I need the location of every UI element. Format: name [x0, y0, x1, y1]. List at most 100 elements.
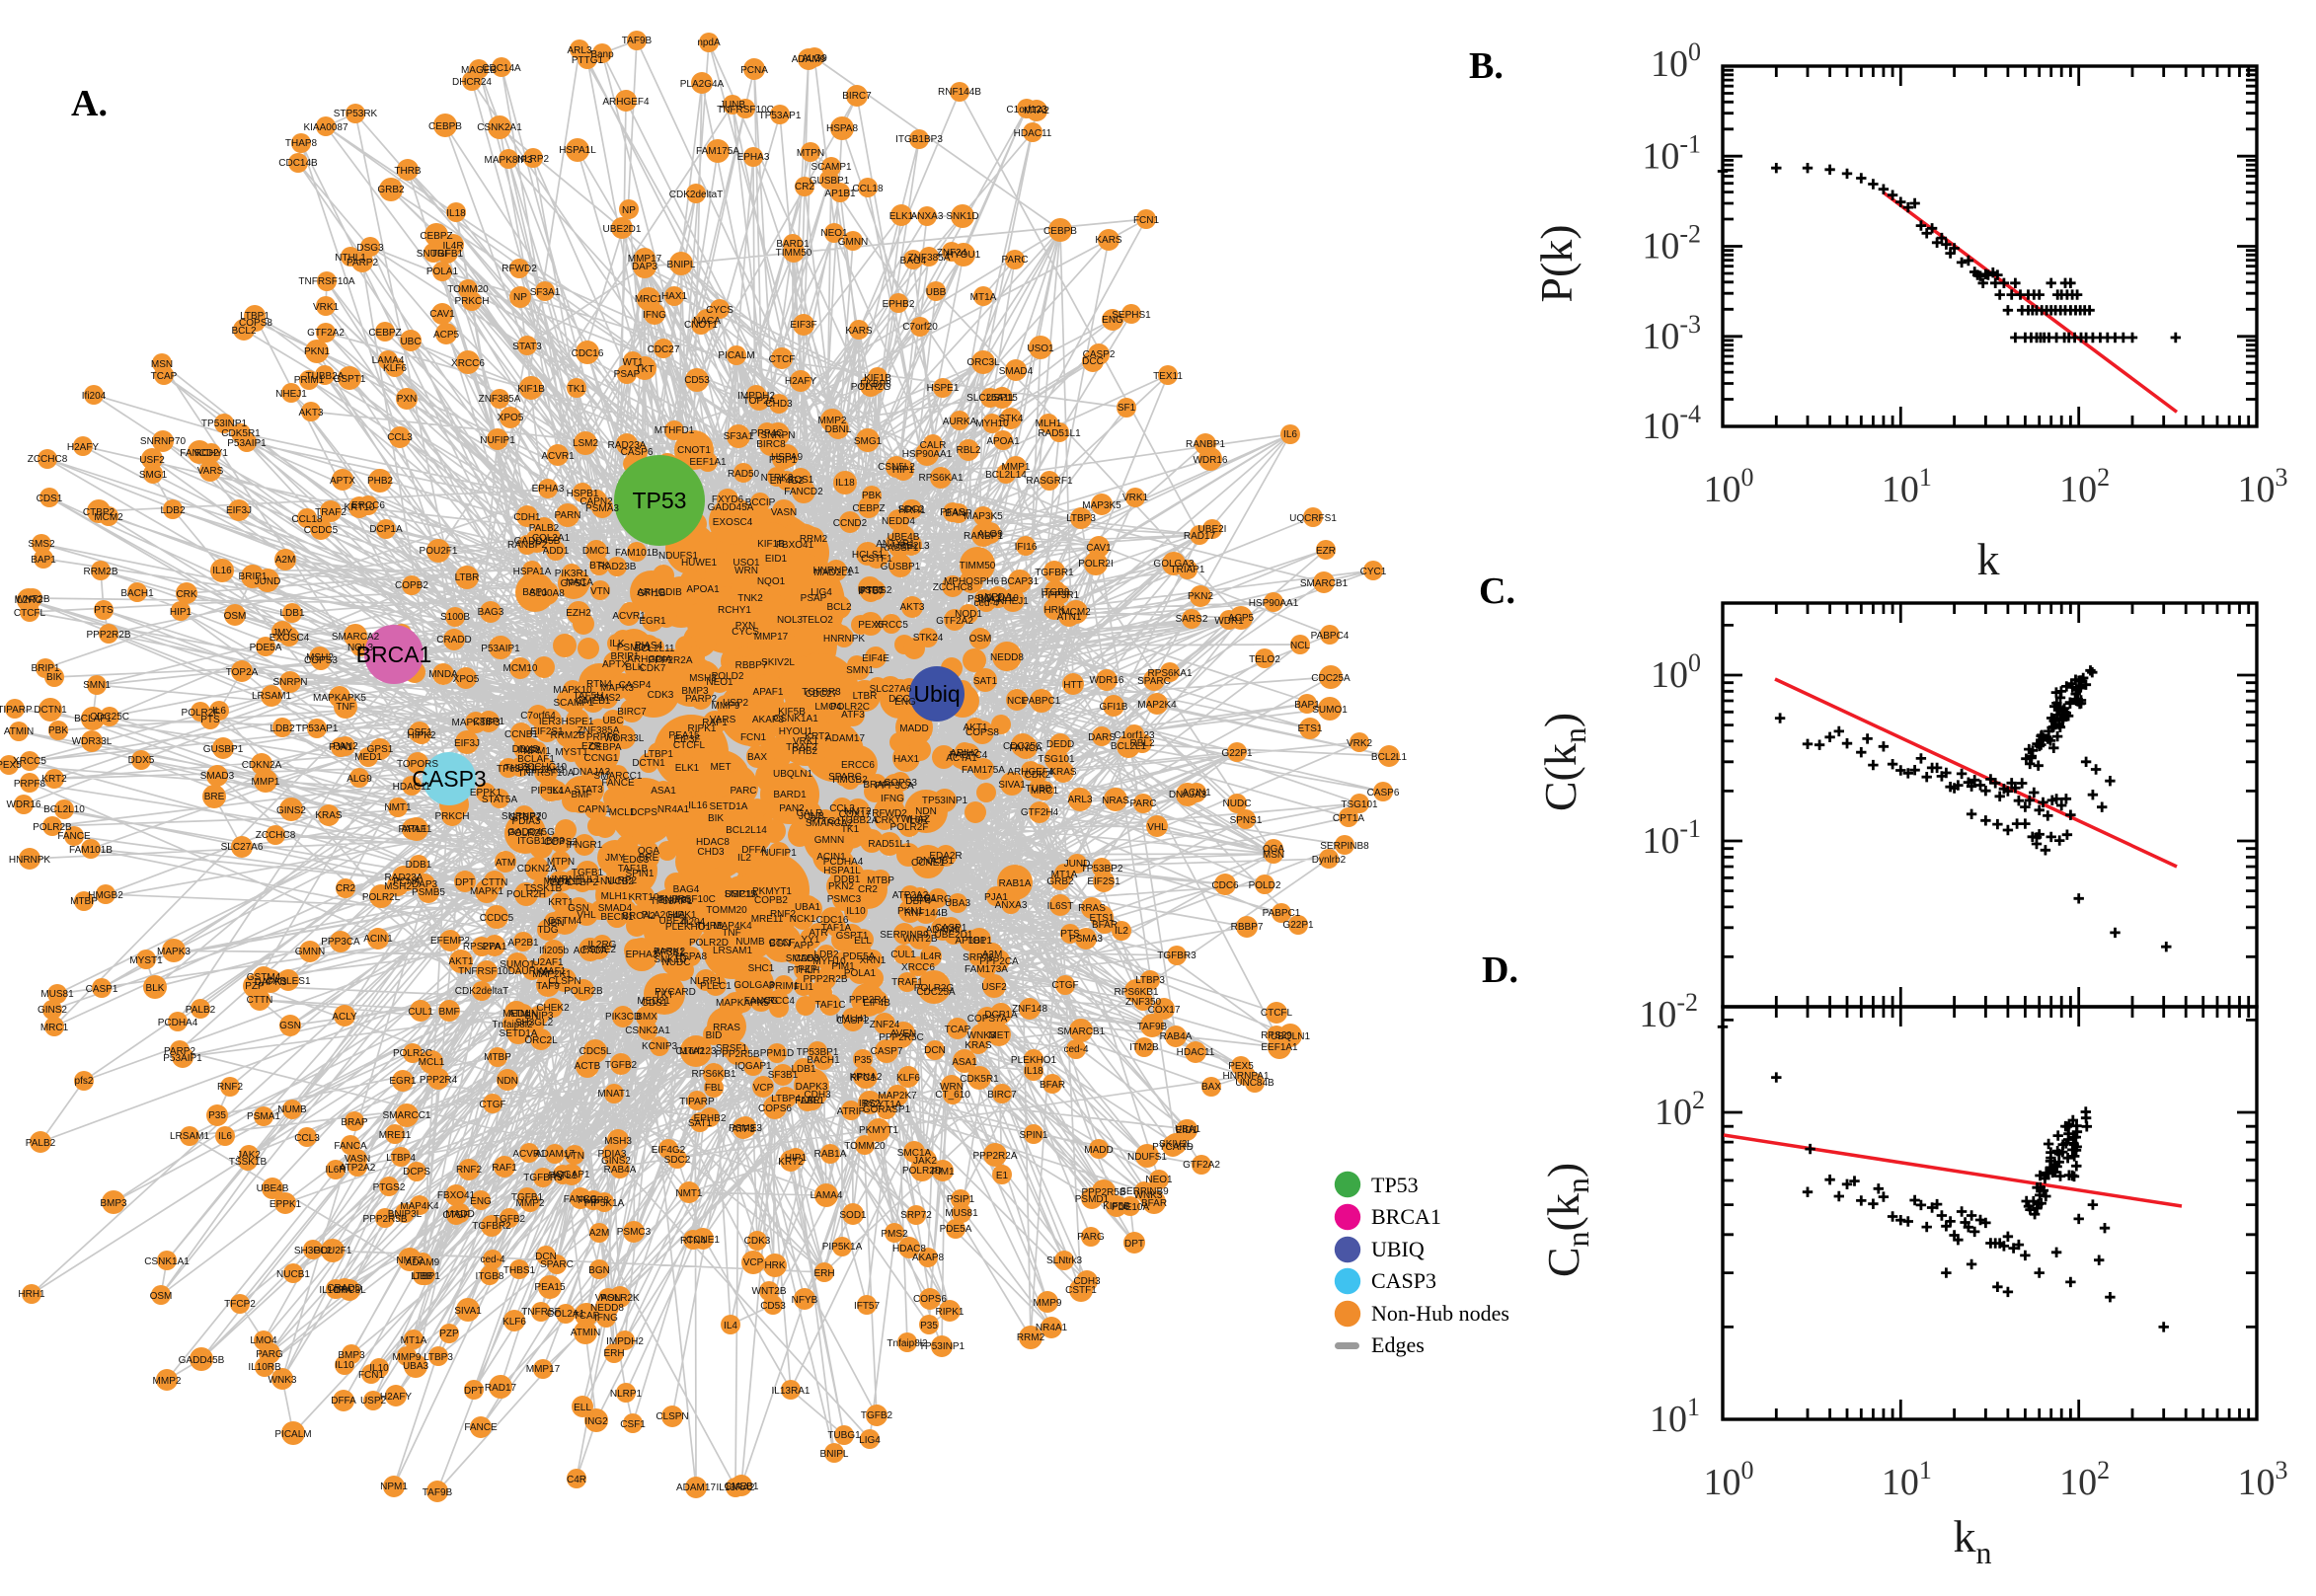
- svg-text:LTBP3: LTBP3: [424, 1352, 453, 1363]
- svg-text:ACIN1: ACIN1: [363, 934, 393, 945]
- svg-text:WDR16: WDR16: [1193, 455, 1227, 466]
- svg-text:FAM101B: FAM101B: [69, 845, 113, 856]
- svg-text:RAD51L1: RAD51L1: [1038, 428, 1081, 439]
- svg-text:PZP: PZP: [245, 981, 265, 992]
- svg-text:MTHFD1: MTHFD1: [655, 425, 695, 436]
- svg-text:PICALM: PICALM: [718, 350, 754, 361]
- svg-text:SMN1: SMN1: [846, 665, 874, 676]
- svg-text:PXN: PXN: [397, 394, 418, 405]
- svg-text:TP53AP1: TP53AP1: [296, 723, 339, 734]
- svg-text:MYST1: MYST1: [555, 747, 588, 758]
- svg-text:FANCA: FANCA: [334, 1141, 367, 1152]
- svg-text:TP53INP1: TP53INP1: [922, 796, 968, 806]
- svg-text:BMF: BMF: [438, 1007, 459, 1018]
- svg-text:TIPARP: TIPARP: [679, 1097, 715, 1107]
- svg-text:PKN2: PKN2: [1188, 591, 1214, 602]
- svg-text:CR2: CR2: [795, 182, 814, 192]
- svg-text:SETD1A: SETD1A: [500, 1028, 538, 1039]
- svg-text:VASN: VASN: [595, 1293, 622, 1304]
- svg-text:IL16: IL16: [212, 566, 232, 576]
- svg-text:TFCP2: TFCP2: [224, 1299, 256, 1310]
- svg-text:EZH2: EZH2: [566, 608, 591, 619]
- svg-text:PTGS2: PTGS2: [373, 1182, 406, 1193]
- svg-text:CASP3: CASP3: [412, 766, 486, 792]
- svg-text:SF1: SF1: [1118, 403, 1136, 414]
- svg-text:NEO1: NEO1: [1145, 1175, 1173, 1185]
- svg-text:NMT1: NMT1: [384, 802, 412, 813]
- svg-text:PARG: PARG: [256, 1349, 283, 1360]
- svg-text:PALB2: PALB2: [186, 1005, 216, 1016]
- svg-text:SMARCB1: SMARCB1: [1057, 1026, 1106, 1037]
- svg-text:USF2: USF2: [139, 455, 165, 466]
- svg-text:PABPC4: PABPC4: [1311, 631, 1350, 642]
- svg-text:TRIAP1: TRIAP1: [1170, 565, 1204, 575]
- svg-text:APTX: APTX: [330, 476, 355, 487]
- svg-text:CDK3: CDK3: [744, 1236, 771, 1247]
- svg-text:CDS1: CDS1: [37, 494, 63, 504]
- svg-text:SOD1: SOD1: [839, 1210, 867, 1221]
- svg-text:COPB2: COPB2: [395, 580, 428, 591]
- svg-text:MED21: MED21: [637, 996, 670, 1007]
- svg-text:PPP3CA: PPP3CA: [321, 937, 360, 948]
- svg-text:MUS81: MUS81: [40, 989, 74, 1000]
- svg-text:RBL2: RBL2: [1129, 738, 1154, 749]
- svg-text:LDB1: LDB1: [279, 608, 304, 619]
- svg-text:CASP6: CASP6: [1367, 788, 1400, 798]
- svg-text:CASP1: CASP1: [86, 984, 118, 995]
- svg-text:CDH3: CDH3: [1073, 1276, 1101, 1287]
- svg-text:WNT2B: WNT2B: [752, 1286, 787, 1297]
- svg-text:CASP7: CASP7: [871, 1046, 903, 1057]
- svg-text:RANBP1: RANBP1: [964, 531, 1003, 542]
- svg-text:STK24: STK24: [913, 633, 944, 644]
- svg-text:PZP: PZP: [439, 1329, 459, 1339]
- svg-text:XRCC5: XRCC5: [875, 620, 908, 631]
- svg-text:EIF3J: EIF3J: [226, 505, 252, 516]
- svg-text:SLC27A6: SLC27A6: [221, 842, 264, 853]
- svg-text:CDH1: CDH1: [513, 512, 541, 523]
- svg-text:NUCB1: NUCB1: [276, 1269, 310, 1280]
- svg-text:HUWE1: HUWE1: [681, 558, 718, 569]
- svg-text:CASP4: CASP4: [619, 680, 652, 691]
- svg-text:PEX5: PEX5: [0, 760, 22, 771]
- svg-text:MTBP: MTBP: [867, 875, 894, 886]
- svg-text:SMARCB1: SMARCB1: [1300, 578, 1349, 589]
- svg-text:SLC25A11: SLC25A11: [966, 393, 1014, 404]
- svg-text:WNK3: WNK3: [269, 1375, 297, 1386]
- svg-text:BGN: BGN: [588, 1265, 610, 1276]
- svg-text:DDB1: DDB1: [406, 860, 432, 871]
- svg-text:EZR: EZR: [1316, 546, 1336, 557]
- svg-text:LRSAM1: LRSAM1: [170, 1131, 209, 1142]
- svg-text:NP: NP: [513, 292, 527, 303]
- svg-text:PCDHA4: PCDHA4: [158, 1018, 198, 1028]
- svg-text:TUBB2A: TUBB2A: [840, 815, 879, 826]
- svg-text:PICALM: PICALM: [274, 1429, 311, 1440]
- svg-text:DCPS: DCPS: [403, 1167, 430, 1178]
- svg-text:U2AF1: U2AF1: [532, 957, 564, 968]
- svg-text:SRP72: SRP72: [900, 1210, 932, 1221]
- svg-text:hMLH1: hMLH1: [836, 1014, 869, 1025]
- svg-text:CCDC5: CCDC5: [304, 525, 339, 536]
- svg-text:CEBPZ: CEBPZ: [368, 328, 401, 339]
- svg-text:PPP2CA: PPP2CA: [979, 956, 1019, 967]
- svg-text:ZNF385A: ZNF385A: [908, 253, 951, 264]
- svg-text:BIRC8: BIRC8: [756, 439, 786, 450]
- svg-text:SNK1D: SNK1D: [946, 211, 978, 222]
- svg-text:PDIA3: PDIA3: [512, 816, 541, 827]
- svg-text:BRIP1: BRIP1: [32, 663, 60, 674]
- svg-text:HAX1: HAX1: [661, 291, 688, 302]
- svg-text:FANCE: FANCE: [601, 778, 635, 789]
- svg-text:ADAM17: ADAM17: [676, 1482, 716, 1493]
- svg-text:NUFIP1: NUFIP1: [480, 435, 515, 446]
- svg-text:FCN1: FCN1: [1133, 215, 1160, 226]
- svg-text:IFNG: IFNG: [881, 794, 904, 804]
- svg-text:EID1: EID1: [765, 554, 788, 565]
- svg-text:BMP3: BMP3: [681, 686, 709, 697]
- svg-text:APAF1: APAF1: [753, 687, 784, 698]
- svg-text:UBIQ: UBIQ: [1371, 1237, 1425, 1261]
- svg-text:RANBP2: RANBP2: [507, 540, 547, 551]
- svg-text:CDKN2A: CDKN2A: [242, 760, 282, 771]
- svg-text:k: k: [1977, 534, 2000, 584]
- svg-text:PALB2: PALB2: [26, 1138, 56, 1149]
- svg-text:RAD51L1: RAD51L1: [868, 839, 911, 850]
- svg-text:ZNF148: ZNF148: [1012, 1004, 1048, 1015]
